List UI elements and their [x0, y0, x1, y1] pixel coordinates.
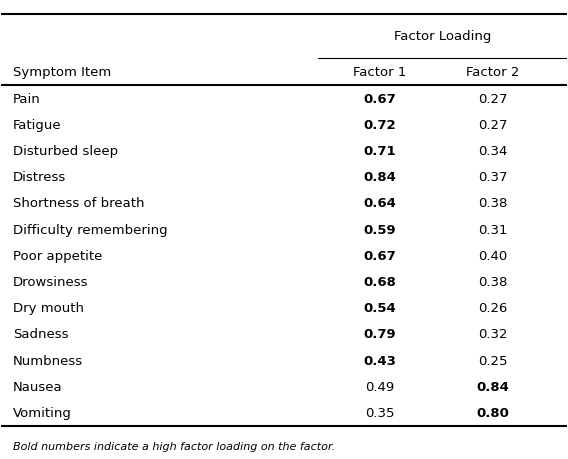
Text: 0.40: 0.40 — [478, 249, 508, 262]
Text: 0.35: 0.35 — [365, 406, 395, 419]
Text: Poor appetite: Poor appetite — [12, 249, 102, 262]
Text: Nausea: Nausea — [12, 380, 62, 393]
Text: 0.79: 0.79 — [364, 328, 396, 341]
Text: Disturbed sleep: Disturbed sleep — [12, 145, 118, 157]
Text: Factor Loading: Factor Loading — [394, 30, 491, 43]
Text: 0.84: 0.84 — [364, 171, 396, 184]
Text: 0.32: 0.32 — [478, 328, 508, 341]
Text: Factor 1: Factor 1 — [353, 66, 407, 78]
Text: Drowsiness: Drowsiness — [12, 275, 88, 288]
Text: 0.80: 0.80 — [477, 406, 509, 419]
Text: 0.37: 0.37 — [478, 171, 508, 184]
Text: 0.27: 0.27 — [478, 92, 508, 106]
Text: 0.26: 0.26 — [478, 302, 508, 314]
Text: 0.67: 0.67 — [364, 249, 396, 262]
Text: Numbness: Numbness — [12, 354, 83, 367]
Text: Bold numbers indicate a high factor loading on the factor.: Bold numbers indicate a high factor load… — [12, 441, 335, 451]
Text: Shortness of breath: Shortness of breath — [12, 197, 144, 210]
Text: 0.27: 0.27 — [478, 118, 508, 131]
Text: Distress: Distress — [12, 171, 66, 184]
Text: 0.59: 0.59 — [364, 223, 396, 236]
Text: 0.84: 0.84 — [477, 380, 509, 393]
Text: 0.34: 0.34 — [478, 145, 508, 157]
Text: 0.68: 0.68 — [364, 275, 396, 288]
Text: 0.72: 0.72 — [364, 118, 396, 131]
Text: Factor 2: Factor 2 — [466, 66, 520, 78]
Text: 0.31: 0.31 — [478, 223, 508, 236]
Text: Sadness: Sadness — [12, 328, 68, 341]
Text: Fatigue: Fatigue — [12, 118, 61, 131]
Text: 0.43: 0.43 — [364, 354, 396, 367]
Text: 0.54: 0.54 — [364, 302, 396, 314]
Text: Vomiting: Vomiting — [12, 406, 72, 419]
Text: 0.38: 0.38 — [478, 197, 508, 210]
Text: 0.25: 0.25 — [478, 354, 508, 367]
Text: 0.64: 0.64 — [364, 197, 396, 210]
Text: Dry mouth: Dry mouth — [12, 302, 83, 314]
Text: 0.49: 0.49 — [365, 380, 395, 393]
Text: Symptom Item: Symptom Item — [12, 66, 111, 78]
Text: 0.38: 0.38 — [478, 275, 508, 288]
Text: Pain: Pain — [12, 92, 40, 106]
Text: Difficulty remembering: Difficulty remembering — [12, 223, 168, 236]
Text: 0.71: 0.71 — [364, 145, 396, 157]
Text: 0.67: 0.67 — [364, 92, 396, 106]
